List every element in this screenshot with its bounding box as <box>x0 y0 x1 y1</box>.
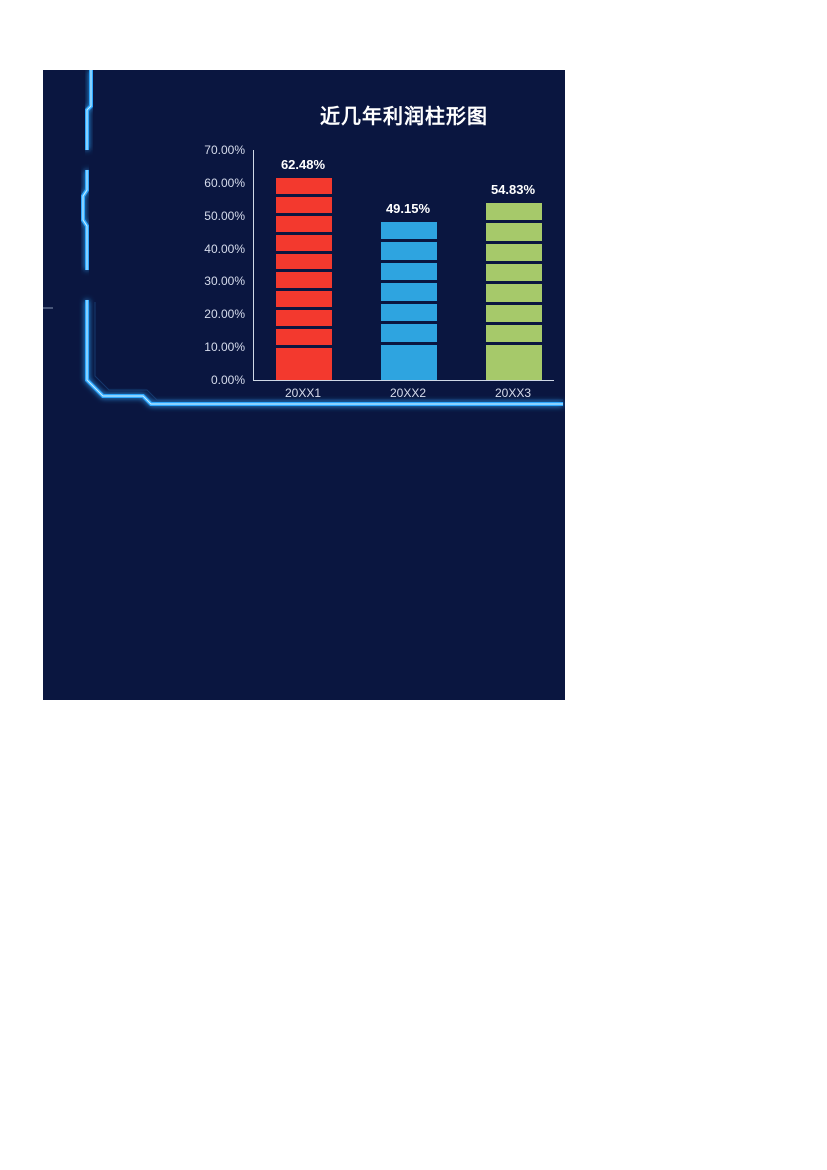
bar <box>381 219 437 380</box>
x-tick-label: 20XX2 <box>368 386 448 400</box>
bar-segment <box>381 345 437 363</box>
bar-segment <box>381 304 437 322</box>
y-tick-label: 0.00% <box>173 373 245 387</box>
bar-segment <box>276 254 332 270</box>
bar-value-label: 49.15% <box>368 201 448 216</box>
bar-segment <box>486 284 542 301</box>
y-tick-label: 70.00% <box>173 143 245 157</box>
bar <box>486 200 542 380</box>
y-tick-label: 40.00% <box>173 242 245 256</box>
bar-segment <box>486 203 542 220</box>
bar-segment <box>276 348 332 364</box>
bar-segment <box>486 345 542 362</box>
x-tick-label: 20XX1 <box>263 386 343 400</box>
bar-segment <box>276 216 332 232</box>
bar-segment <box>381 324 437 342</box>
bar-segment <box>486 223 542 240</box>
bar-segment <box>486 305 542 322</box>
bar-segment <box>276 178 332 194</box>
dashboard-panel: 近几年利润柱形图 0.00% 10.00% 20.00% 30.00% 40.00% 50… <box>43 70 565 700</box>
bar-segment <box>276 272 332 288</box>
y-tick-label: 20.00% <box>173 307 245 321</box>
bar-segment <box>381 283 437 301</box>
bar-segment <box>276 235 332 251</box>
bar-segment <box>276 329 332 345</box>
bar-segment <box>486 363 542 380</box>
bar-segment <box>486 244 542 261</box>
bar-segment <box>381 362 437 380</box>
bar <box>276 175 332 380</box>
bar-segment <box>486 325 542 342</box>
bar-segment <box>276 364 332 380</box>
bar-segment <box>381 222 437 240</box>
bar-segment <box>486 264 542 281</box>
chart-title: 近几年利润柱形图 <box>43 100 565 129</box>
bar-segment <box>276 197 332 213</box>
y-tick-label: 30.00% <box>173 274 245 288</box>
bar-segment <box>276 291 332 307</box>
x-tick-label: 20XX3 <box>473 386 553 400</box>
bar-value-label: 62.48% <box>263 157 343 172</box>
bar-segment <box>381 263 437 281</box>
bar-value-label: 54.83% <box>473 182 553 197</box>
chart-area: 0.00% 10.00% 20.00% 30.00% 40.00% 50.00% 60.00… <box>173 140 553 420</box>
bar-segment <box>276 310 332 326</box>
y-tick-label: 60.00% <box>173 176 245 190</box>
y-tick-label: 50.00% <box>173 209 245 223</box>
y-tick-label: 10.00% <box>173 340 245 354</box>
bar-segment <box>381 242 437 260</box>
